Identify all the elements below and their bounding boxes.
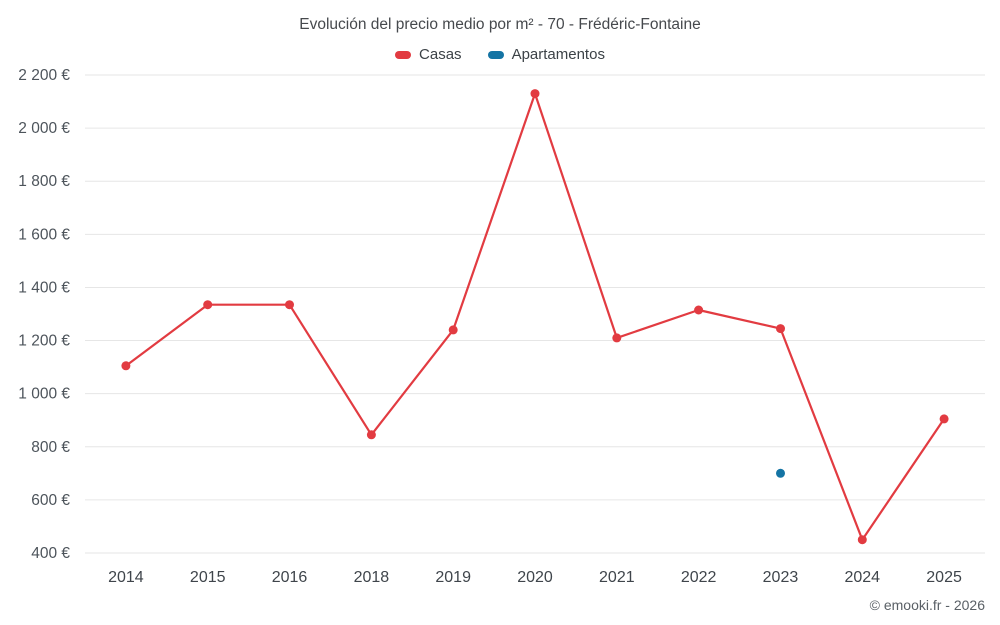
apartamentos-series-marker-icon <box>487 50 504 59</box>
legend-item-casas[interactable]: Casas <box>395 46 462 63</box>
x-tick-label: 2020 <box>517 569 553 586</box>
x-tick-label: 2025 <box>926 569 962 586</box>
data-point-casas[interactable] <box>939 414 949 424</box>
series-line-casas <box>124 92 946 541</box>
y-tick-label: 1 400 € <box>18 279 70 296</box>
x-tick-label: 2024 <box>844 569 880 586</box>
y-tick-label: 1 800 € <box>18 173 70 190</box>
x-tick-label: 2018 <box>354 569 390 586</box>
x-tick-label: 2021 <box>599 569 635 586</box>
y-tick-label: 2 000 € <box>18 120 70 137</box>
data-point-casas[interactable] <box>203 300 213 310</box>
data-point-casas[interactable] <box>694 305 704 315</box>
legend-label-casas: Casas <box>419 46 462 63</box>
x-tick-label: 2019 <box>435 569 471 586</box>
y-tick-label: 1 200 € <box>18 333 70 350</box>
y-tick-label: 1 600 € <box>18 226 70 243</box>
x-tick-label: 2022 <box>681 569 717 586</box>
legend: Casas Apartamentos <box>0 46 1000 63</box>
y-tick-label: 1 000 € <box>18 386 70 403</box>
x-tick-label: 2015 <box>190 569 226 586</box>
x-tick-label: 2016 <box>272 569 308 586</box>
chart-title: Evolución del precio medio por m² - 70 -… <box>299 16 701 33</box>
data-point-casas[interactable] <box>857 535 867 545</box>
data-point-casas[interactable] <box>285 300 294 310</box>
data-point-casas[interactable] <box>121 361 131 371</box>
copyright-footer: © emooki.fr - 2026 <box>869 597 985 613</box>
data-point-casas[interactable] <box>448 325 458 335</box>
x-tick-label: 2023 <box>763 569 799 586</box>
x-tick-label: 2014 <box>108 569 144 586</box>
legend-item-apartamentos[interactable]: Apartamentos <box>487 46 605 63</box>
y-tick-label: 2 200 € <box>18 67 70 84</box>
y-tick-label: 400 € <box>31 545 70 562</box>
data-point-casas[interactable] <box>612 333 622 343</box>
data-point-casas[interactable] <box>776 324 785 334</box>
casas-series-marker-icon <box>395 50 412 59</box>
y-tick-label: 800 € <box>31 439 70 456</box>
y-tick-label: 600 € <box>31 492 70 509</box>
data-point-apartamentos[interactable] <box>776 468 785 478</box>
data-point-casas[interactable] <box>366 430 376 440</box>
data-point-casas[interactable] <box>530 89 540 99</box>
legend-label-apartamentos: Apartamentos <box>511 46 605 63</box>
